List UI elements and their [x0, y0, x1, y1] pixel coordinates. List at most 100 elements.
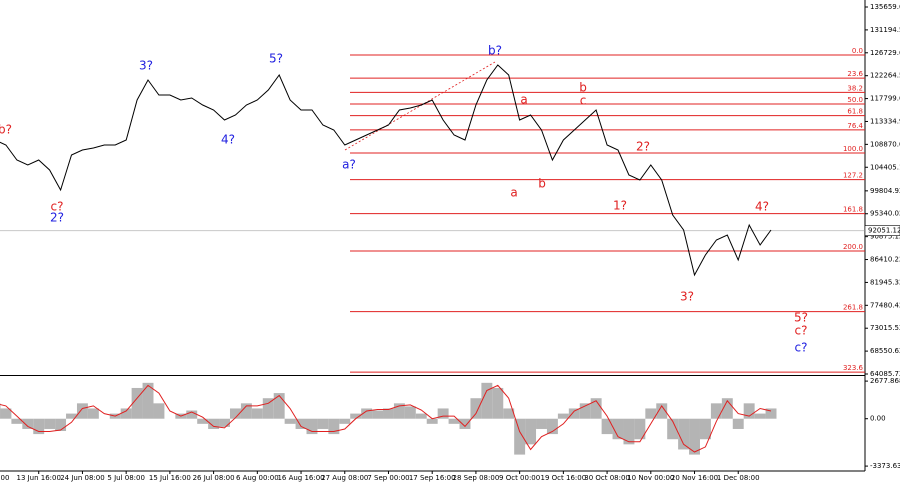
x-tick-label: 7 Sep 00:00 [367, 474, 409, 482]
fib-label: 261.8 [843, 304, 863, 312]
y-tick-label: 99804.92 [870, 187, 900, 195]
histogram-bar [426, 418, 438, 424]
x-tick-label: 00 [1, 474, 10, 482]
osc-y-tick-label: -3373.63 [870, 462, 900, 470]
histogram-bar [306, 418, 318, 435]
histogram-bar [536, 418, 547, 429]
wave-label: 4? [755, 200, 769, 214]
histogram-bar [33, 418, 45, 435]
x-tick-label: 16 Aug 16:00 [277, 474, 324, 482]
y-tick-label: 95340.02 [870, 210, 900, 218]
histogram-bar [22, 418, 34, 429]
histogram-bar [186, 410, 198, 419]
y-tick-label: 126729.62 [870, 49, 900, 57]
histogram-bar [208, 418, 220, 429]
fib-label: 200.0 [843, 243, 863, 251]
x-tick-label: 15 Jul 16:00 [149, 474, 191, 482]
histogram-bar [699, 418, 711, 440]
wave-label: 2? [50, 211, 64, 225]
osc-y-tick-label: 0.00 [870, 415, 886, 423]
wave-label: b [579, 81, 587, 95]
wave-label: a [510, 186, 517, 200]
histogram-bar [393, 403, 405, 419]
fib-label: 100.0 [843, 145, 863, 153]
histogram-bar [590, 398, 602, 419]
x-tick-label: 10 Nov 00:00 [627, 474, 674, 482]
histogram-bar [645, 408, 657, 419]
histogram-bar [317, 418, 329, 429]
y-tick-label: 131194.52 [870, 26, 900, 34]
histogram-bar [459, 418, 471, 429]
trend-line [344, 61, 496, 151]
x-tick-label: 1 Dec 08:00 [717, 474, 760, 482]
histogram-bar [229, 408, 241, 419]
histogram-bar [11, 418, 23, 424]
fib-label: 323.6 [843, 364, 864, 372]
histogram-bar [142, 382, 154, 419]
x-tick-label: 5 Jul 08:00 [107, 474, 145, 482]
fib-label: 50.0 [847, 96, 863, 104]
y-tick-label: 81945.32 [870, 278, 900, 286]
histogram-bar [525, 418, 537, 445]
y-tick-label: 68550.62 [870, 347, 900, 355]
fib-label: 61.8 [847, 108, 863, 116]
wave-label: 5? [269, 52, 283, 66]
histogram-bar [710, 403, 722, 419]
wave-label: b [538, 177, 546, 191]
x-tick-label: 26 Jul 08:00 [193, 474, 235, 482]
histogram-bar [153, 403, 165, 419]
fib-label: 127.2 [843, 172, 863, 180]
y-tick-label: 113334.92 [870, 117, 900, 125]
histogram-bar [251, 408, 263, 419]
x-tick-label: 28 Sep 08:00 [453, 474, 500, 482]
histogram-bar [361, 408, 373, 419]
histogram-bar [383, 408, 394, 419]
histogram-bar [656, 403, 668, 419]
y-tick-label: 122264.52 [870, 72, 900, 80]
signal-line [0, 384, 772, 453]
histogram-bar [492, 387, 504, 419]
y-tick-label: 108870.02 [870, 140, 900, 148]
histogram-bar [503, 408, 515, 419]
histogram-bar [732, 418, 744, 429]
histogram-bar [481, 382, 493, 419]
x-tick-label: 17 Sep 16:00 [409, 474, 456, 482]
histogram-bar [66, 413, 77, 419]
y-tick-label: 64085.72 [870, 370, 900, 378]
histogram-bar [557, 413, 569, 419]
histogram-bar [262, 398, 274, 419]
y-tick-label: 73015.52 [870, 324, 900, 332]
wave-label: b? [0, 123, 12, 137]
histogram-bar [437, 408, 449, 419]
histogram-bar [623, 418, 635, 445]
histogram-bar [743, 403, 755, 419]
histogram-bar [273, 393, 285, 419]
histogram-bar [634, 418, 646, 440]
wave-label: c? [795, 341, 808, 355]
fib-label: 161.8 [843, 206, 863, 214]
x-tick-label: 6 Aug 00:00 [236, 474, 279, 482]
histogram-bar [415, 413, 427, 419]
wave-label: 3? [680, 290, 694, 304]
histogram-bar [579, 403, 591, 419]
x-tick-label: 20 Nov 16:00 [671, 474, 718, 482]
y-tick-label: 117799.62 [870, 95, 900, 103]
histogram-bar [404, 406, 416, 419]
histogram-bar [514, 418, 526, 455]
histogram-bar [240, 403, 252, 419]
histogram-bar [721, 398, 733, 419]
histogram-bar [76, 403, 88, 419]
histogram-bar [568, 408, 580, 419]
wave-label: a [520, 93, 527, 107]
histogram-bar [612, 418, 624, 440]
y-tick-label: 77480.42 [870, 301, 900, 309]
wave-label: 2? [636, 140, 650, 154]
fib-label: 23.6 [847, 70, 863, 78]
histogram-bar [295, 418, 307, 429]
last-price-box [864, 225, 900, 236]
histogram-bar [131, 387, 143, 419]
histogram-bar [372, 410, 384, 419]
histogram-bar [470, 398, 482, 419]
histogram-bar [448, 418, 460, 424]
